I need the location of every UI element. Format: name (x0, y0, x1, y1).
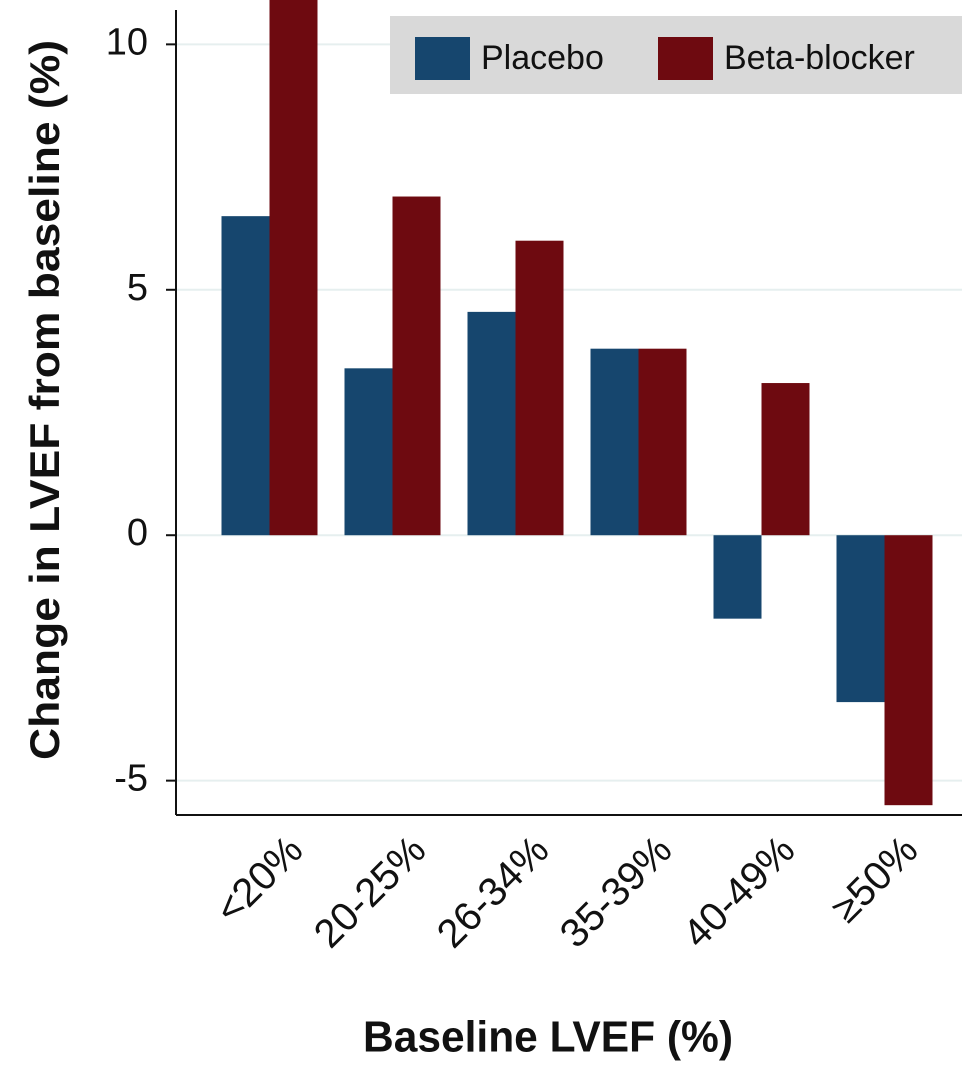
legend-swatch (415, 37, 470, 80)
bar (392, 196, 441, 536)
y-tick-label: 5 (127, 267, 148, 309)
bar (884, 535, 933, 806)
x-tick-label: ≥50% (823, 828, 926, 931)
x-tick-label: 20-25% (306, 828, 435, 957)
y-tick-label: -5 (114, 758, 148, 800)
bar (221, 216, 270, 536)
x-tick-label: 40-49% (675, 828, 804, 957)
x-axis-title: Baseline LVEF (%) (363, 1013, 733, 1062)
bar (713, 535, 762, 619)
y-tick-label: 10 (106, 21, 148, 63)
bar (269, 0, 318, 536)
bar (590, 348, 639, 536)
legend-label: Beta-blocker (724, 39, 915, 77)
legend-label: Placebo (481, 39, 604, 77)
bar (761, 383, 810, 536)
legend-swatch (658, 37, 713, 80)
bar (515, 240, 564, 536)
bar (836, 535, 885, 703)
x-tick-label: <20% (207, 828, 311, 932)
bar (467, 311, 516, 536)
y-axis-title: Change in LVEF from baseline (%) (21, 40, 68, 760)
x-tick-label: 35-39% (552, 828, 681, 957)
x-tick-label: 26-34% (429, 828, 558, 957)
y-tick-label: 0 (127, 512, 148, 554)
bar (638, 348, 687, 536)
bar (344, 368, 393, 536)
